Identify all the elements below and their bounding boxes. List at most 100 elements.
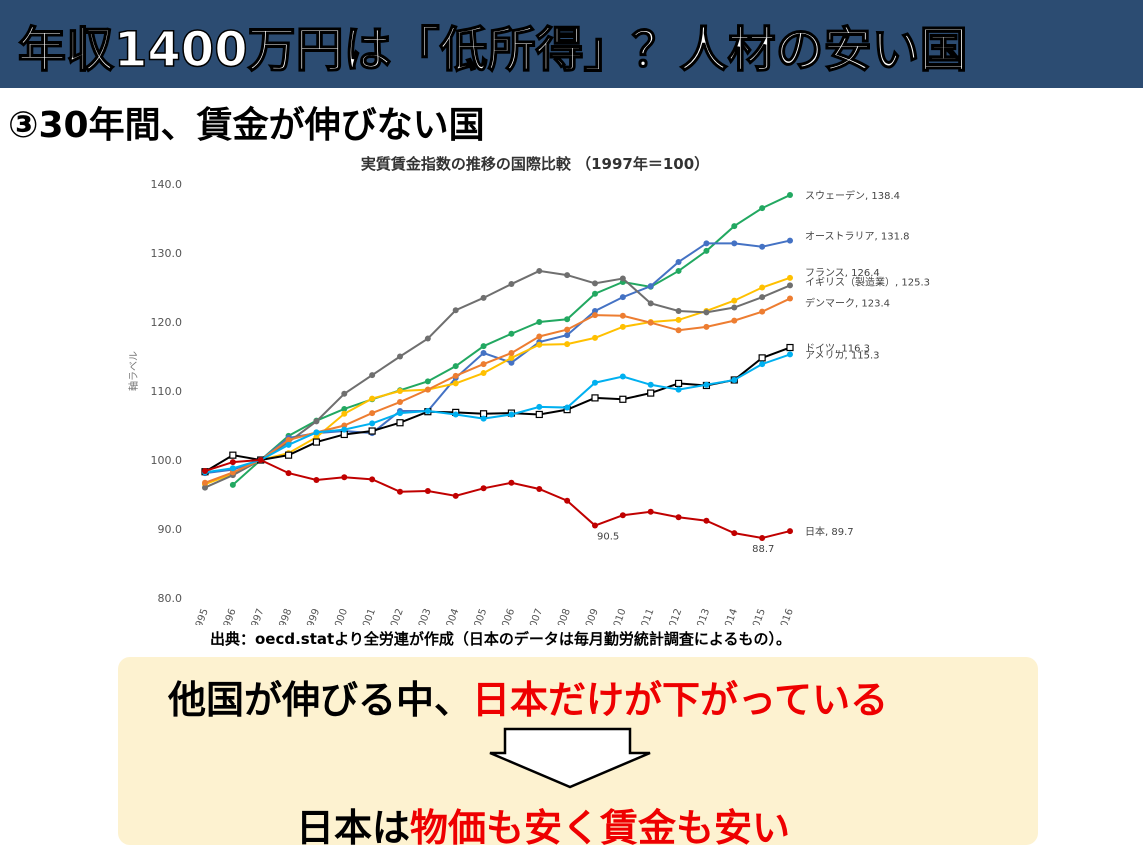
source-note: 出典：oecd.statより全労連が作成（日本のデータは毎月勤労統計調査によるも… (210, 630, 791, 648)
header-band: 年収1400万円は「低所得」？人材の安い国 (0, 0, 1143, 88)
data-point (703, 381, 710, 388)
data-point (731, 304, 738, 311)
data-point (397, 488, 403, 495)
data-point (675, 316, 682, 323)
chart-title: 実質賃金指数の推移の国際比較 （1997年＝100） (361, 155, 709, 173)
data-point (592, 280, 598, 287)
x-tick-label: 2003 (415, 607, 434, 625)
data-point (480, 350, 487, 357)
data-point (675, 258, 682, 265)
x-tick-label: 2000 (331, 607, 350, 625)
data-point (591, 394, 599, 402)
data-point (285, 470, 292, 477)
data-point (647, 300, 654, 307)
data-point (229, 459, 236, 466)
data-point (341, 426, 348, 433)
slide-title: 年収1400万円は「低所得」？人材の安い国 (17, 21, 968, 79)
data-point (480, 370, 487, 377)
series-line (204, 346, 791, 473)
data-point (536, 319, 543, 325)
callout-text: 日本は (296, 806, 411, 850)
data-point (424, 408, 431, 415)
y-tick-label: 140.0 (151, 178, 183, 191)
data-point (592, 334, 598, 341)
arrow-shape (489, 727, 651, 789)
data-point (703, 240, 710, 247)
data-point (759, 284, 766, 291)
data-point (508, 479, 515, 486)
data-point (536, 341, 543, 348)
data-point (452, 372, 459, 379)
callout-emphasis: 物価も安く賃金も安い (410, 806, 791, 850)
data-point (787, 295, 793, 302)
data-point (619, 275, 626, 282)
data-point (703, 309, 710, 316)
data-point (313, 418, 320, 425)
data-point (508, 359, 515, 366)
data-point (285, 436, 292, 443)
data-point (675, 267, 682, 274)
data-point (341, 405, 348, 412)
data-point (424, 378, 431, 385)
data-point (202, 484, 208, 491)
data-point (592, 307, 598, 314)
data-point (397, 410, 403, 417)
series-end-label: スウェーデン, 138.4 (805, 189, 900, 202)
data-point (369, 476, 376, 483)
data-point (759, 205, 766, 212)
series-end-label: イギリス（製造業）, 125.3 (805, 275, 930, 288)
callout-box: 他国が伸びる中、日本だけが下がっている 日本は物価も安く賃金も安い (118, 657, 1038, 850)
data-point (341, 390, 348, 397)
data-point (647, 283, 654, 290)
data-point (341, 410, 348, 417)
data-point (564, 316, 571, 323)
data-point (564, 497, 571, 504)
data-point (257, 457, 264, 463)
data-point (647, 319, 654, 326)
x-tick-label: 2011 (637, 607, 656, 625)
data-point (787, 237, 793, 244)
data-point (759, 534, 766, 541)
data-point (202, 468, 208, 475)
data-point (229, 481, 236, 488)
y-tick-label: 80.0 (158, 592, 183, 605)
data-point (619, 312, 626, 319)
data-point (369, 372, 376, 379)
data-point (564, 272, 571, 279)
data-point (508, 354, 515, 361)
data-point (285, 441, 292, 448)
x-tick-label: 1998 (275, 607, 294, 625)
data-point (508, 330, 515, 337)
data-point (787, 192, 793, 199)
data-point (619, 512, 626, 519)
callout-text: 他国が伸びる中、 (168, 678, 473, 722)
callout-line: 日本は物価も安く賃金も安い (296, 797, 790, 852)
x-tick-label: 2012 (665, 607, 684, 625)
data-point (480, 343, 487, 350)
data-point (536, 333, 543, 340)
data-point (619, 373, 626, 380)
data-point (369, 420, 376, 427)
chart: 実質賃金指数の推移の国際比較 （1997年＝100） 軸ラベル 80.0 90.0 10… (127, 155, 930, 625)
data-point (508, 411, 515, 418)
data-point (341, 474, 348, 481)
data-point (229, 465, 236, 472)
data-point (675, 327, 682, 334)
data-point (369, 410, 376, 417)
data-point (536, 485, 543, 492)
data-point (647, 508, 654, 515)
data-point (759, 294, 766, 301)
data-point (703, 323, 710, 330)
x-tick-label: 2010 (610, 607, 629, 625)
data-point (675, 514, 682, 521)
series-end-label: アメリカ, 115.3 (805, 349, 880, 361)
data-point (480, 415, 487, 422)
series-line (204, 458, 791, 539)
data-point (564, 326, 571, 333)
data-point (731, 376, 738, 383)
series-end-label: ドイツ, 116.3 (805, 344, 870, 355)
callout-line: 他国が伸びる中、日本だけが下がっている (168, 669, 888, 724)
x-tick-label: 2013 (693, 607, 712, 625)
data-point (674, 379, 683, 388)
